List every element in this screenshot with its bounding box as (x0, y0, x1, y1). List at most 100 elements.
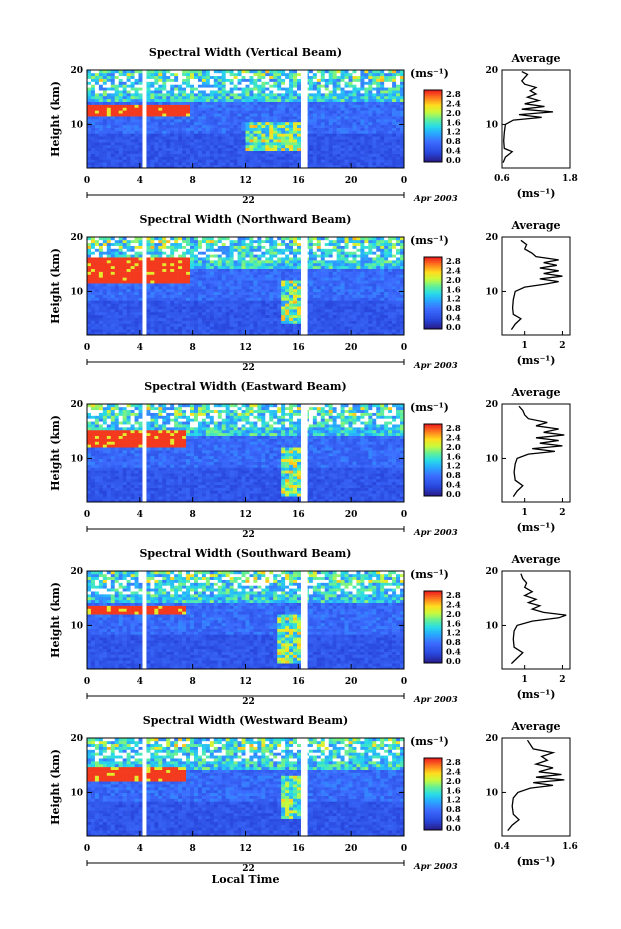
heatmap-cell (150, 283, 155, 287)
heatmap-cell (257, 127, 262, 131)
heatmap-cell (273, 104, 278, 108)
heatmap-cell (182, 156, 187, 160)
heatmap-cell (106, 286, 112, 290)
heatmap-cell (182, 306, 187, 310)
heatmap-cell (130, 75, 135, 79)
heatmap-cell (186, 113, 191, 117)
heatmap-cell (130, 136, 135, 140)
heatmap-cell (328, 257, 333, 261)
heatmap-cell (293, 306, 298, 310)
heatmap-cell (166, 283, 171, 287)
heatmap-cell (201, 277, 207, 281)
heatmap-cell (146, 116, 151, 120)
heatmap-cell (158, 84, 163, 88)
heatmap-cell (320, 306, 326, 310)
heatmap-cell (277, 70, 282, 74)
heatmap-cell (114, 104, 119, 108)
heatmap-cell (324, 306, 330, 310)
heatmap-cell (328, 70, 333, 74)
heatmap-cell (336, 104, 341, 108)
heatmap-cell (205, 101, 211, 105)
heatmap-cell (233, 332, 238, 336)
heatmap-cell (106, 291, 112, 295)
heatmap-cell (277, 95, 282, 100)
heatmap-cell (205, 268, 211, 272)
heatmap-cell (372, 136, 377, 140)
heatmap-cell (110, 130, 116, 134)
heatmap-cell (122, 291, 127, 295)
heatmap-cell (221, 271, 226, 275)
heatmap-cell (241, 130, 246, 134)
heatmap-cell (233, 320, 238, 324)
heatmap-cell (87, 283, 92, 287)
heatmap-cell (138, 93, 143, 97)
heatmap-cell (293, 248, 298, 252)
heatmap-cell (360, 116, 365, 120)
heatmap-cell (324, 311, 330, 316)
heatmap-cell (190, 70, 195, 74)
heatmap-cell (114, 121, 119, 126)
heatmap-cell (90, 127, 96, 131)
heatmap-cell (178, 127, 183, 131)
heatmap-cell (209, 274, 215, 278)
heatmap-cell (186, 127, 191, 131)
heatmap-cell (384, 119, 389, 123)
heatmap-cell (174, 75, 179, 79)
heatmap-cell (158, 130, 163, 134)
heatmap-cell (376, 107, 381, 111)
heatmap-cell (217, 254, 223, 258)
heatmap-cell (249, 72, 254, 77)
heatmap-cell (229, 245, 234, 249)
heatmap-cell (190, 93, 195, 97)
heatmap-cell (253, 119, 258, 123)
heatmap-cell (162, 242, 167, 246)
heatmap-cell (332, 75, 337, 79)
heatmap-cell (182, 110, 187, 114)
heatmap-cell (241, 72, 246, 77)
heatmap-cell (241, 271, 246, 275)
heatmap-cell (162, 139, 167, 143)
heatmap-cell (102, 139, 108, 143)
heatmap-cell (277, 294, 282, 298)
heatmap-cell (273, 101, 278, 105)
heatmap-cell (285, 280, 290, 284)
heatmap-cell (308, 300, 314, 304)
heatmap-cell (376, 116, 381, 120)
heatmap-cell (94, 317, 100, 321)
heatmap-cell (98, 81, 104, 85)
heatmap-cell (162, 323, 167, 327)
heatmap-cell (170, 70, 175, 74)
heatmap-cell (209, 277, 215, 281)
heatmap-cell (388, 104, 393, 108)
heatmap-cell (138, 280, 143, 284)
heatmap-cell (118, 121, 123, 126)
heatmap-cell (312, 104, 318, 108)
heatmap-cell (213, 144, 219, 149)
heatmap-cell (174, 113, 179, 117)
heatmap-cell (324, 75, 330, 79)
heatmap-cell (134, 144, 139, 149)
heatmap-cell (87, 239, 92, 244)
heatmap-cell (150, 130, 155, 134)
heatmap-cell (94, 98, 100, 102)
heatmap-cell (182, 297, 187, 301)
heatmap-cell (316, 311, 322, 316)
heatmap-cell (126, 104, 131, 108)
heatmap-cell (126, 237, 131, 241)
heatmap-cell (312, 136, 318, 140)
heatmap-cell (138, 248, 143, 252)
heatmap-cell (312, 254, 318, 258)
heatmap-cell (261, 268, 266, 272)
heatmap-cell (217, 320, 223, 324)
heatmap-cell (217, 288, 223, 293)
heatmap-cell (332, 329, 337, 333)
heatmap-cell (138, 300, 143, 304)
heatmap-cell (166, 248, 171, 252)
heatmap-cell (166, 326, 171, 330)
heatmap-cell (336, 320, 341, 324)
heatmap-cell (197, 254, 203, 258)
heatmap-cell (205, 257, 211, 261)
heatmap-cell (364, 93, 369, 97)
heatmap-cell (118, 78, 123, 82)
heatmap-cell (87, 317, 92, 321)
